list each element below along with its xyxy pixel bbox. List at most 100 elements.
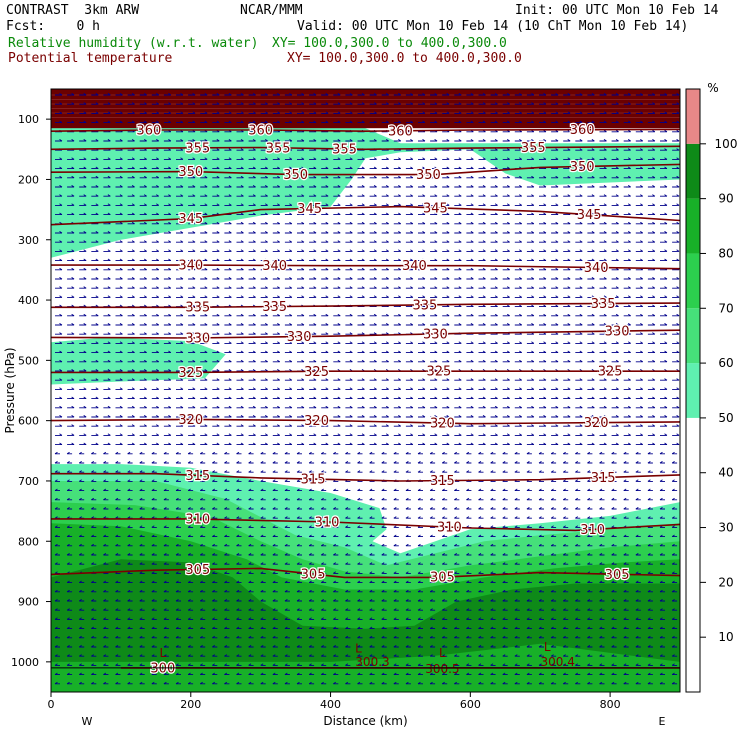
wind-arrow	[514, 341, 523, 344]
wind-arrow	[127, 571, 133, 574]
wind-arrow	[309, 120, 317, 124]
wind-arrow	[91, 341, 99, 344]
wind-arrow	[248, 231, 256, 234]
wind-arrow	[587, 672, 593, 676]
wind-arrow	[575, 507, 581, 510]
theta-contour-label: 320	[304, 414, 329, 429]
wind-arrow	[115, 479, 121, 482]
wind-arrow	[635, 608, 641, 611]
wind-arrow	[78, 580, 85, 584]
wind-arrow	[611, 553, 617, 556]
wind-arrow	[502, 635, 508, 639]
wind-arrow	[224, 589, 230, 593]
wind-arrow	[647, 599, 653, 602]
wind-arrow	[647, 231, 656, 234]
wind-arrow	[79, 249, 87, 252]
wind-arrow	[381, 313, 389, 317]
wind-arrow	[115, 332, 123, 335]
wind-arrow	[67, 304, 75, 308]
wind-arrow	[333, 470, 339, 473]
wind-arrow	[91, 461, 97, 464]
wind-arrow	[393, 525, 399, 528]
wind-arrow	[91, 102, 99, 105]
wind-arrow	[248, 599, 254, 602]
wind-arrow	[188, 277, 196, 280]
wind-arrow	[647, 249, 656, 252]
wind-arrow	[272, 313, 281, 317]
wind-arrow	[79, 139, 87, 142]
wind-arrow	[188, 148, 196, 151]
wind-arrow	[115, 451, 121, 455]
wind-arrow	[151, 562, 157, 565]
wind-arrow	[575, 599, 581, 602]
wind-arrow	[212, 415, 220, 418]
wind-arrow	[139, 553, 145, 556]
wind-arrow	[563, 378, 571, 381]
wind-arrow	[635, 497, 641, 501]
wind-arrow	[490, 166, 498, 170]
wind-arrow	[297, 203, 305, 206]
wind-arrow	[260, 157, 268, 160]
wind-arrow	[357, 405, 365, 409]
wind-arrow	[562, 635, 569, 639]
wind-arrow	[200, 267, 208, 271]
wind-arrow	[224, 571, 230, 574]
wind-arrow	[611, 295, 619, 298]
wind-arrow	[562, 479, 569, 482]
wind-arrow	[514, 645, 520, 648]
wind-arrow	[284, 589, 290, 593]
wind-arrow	[418, 359, 426, 363]
wind-arrow	[78, 488, 85, 492]
wind-arrow	[79, 415, 87, 418]
wind-arrow	[248, 415, 256, 418]
wind-arrow	[623, 212, 631, 216]
wind-arrow	[454, 93, 462, 96]
wind-arrow	[115, 599, 121, 602]
wind-arrow	[67, 240, 75, 243]
wind-arrow	[538, 451, 544, 455]
wind-arrow	[369, 553, 375, 556]
wind-arrow	[127, 120, 135, 124]
wind-arrow	[599, 194, 607, 197]
wind-arrow	[345, 516, 351, 519]
wind-arrow	[369, 175, 377, 179]
wind-arrow	[454, 157, 462, 160]
wind-arrow	[163, 148, 172, 151]
wind-arrow	[671, 663, 678, 666]
wind-arrow	[91, 185, 99, 188]
wind-arrow	[200, 396, 208, 400]
wind-arrow	[163, 470, 169, 473]
wind-arrow	[176, 203, 184, 206]
wind-arrow	[188, 267, 196, 271]
wind-arrow	[393, 654, 399, 657]
wind-arrow	[67, 157, 75, 160]
wind-arrow	[599, 157, 607, 160]
wind-arrow	[550, 479, 557, 482]
wind-arrow	[320, 571, 327, 574]
wind-arrow	[539, 350, 547, 354]
wind-arrow	[151, 139, 160, 142]
wind-arrow	[539, 258, 547, 262]
wind-arrow	[526, 323, 535, 326]
wind-arrow	[320, 672, 327, 676]
wind-arrow	[260, 185, 268, 188]
wind-arrow	[345, 212, 353, 216]
wind-arrow	[103, 654, 109, 657]
wind-arrow	[478, 157, 486, 160]
wind-arrow	[345, 681, 351, 685]
wind-arrow	[623, 148, 631, 151]
wind-arrow	[66, 663, 73, 666]
wind-arrow	[260, 543, 266, 547]
wind-arrow	[308, 617, 315, 620]
wind-arrow	[284, 626, 290, 630]
wind-arrow	[502, 359, 510, 363]
wind-arrow	[91, 332, 99, 335]
wind-arrow	[538, 635, 544, 639]
wind-arrow	[297, 166, 305, 170]
wind-arrow	[296, 543, 302, 547]
wind-arrow	[575, 175, 583, 179]
wind-arrow	[490, 424, 498, 427]
wind-arrow	[514, 516, 520, 519]
wind-arrow	[442, 341, 450, 344]
wind-arrow	[176, 304, 184, 308]
